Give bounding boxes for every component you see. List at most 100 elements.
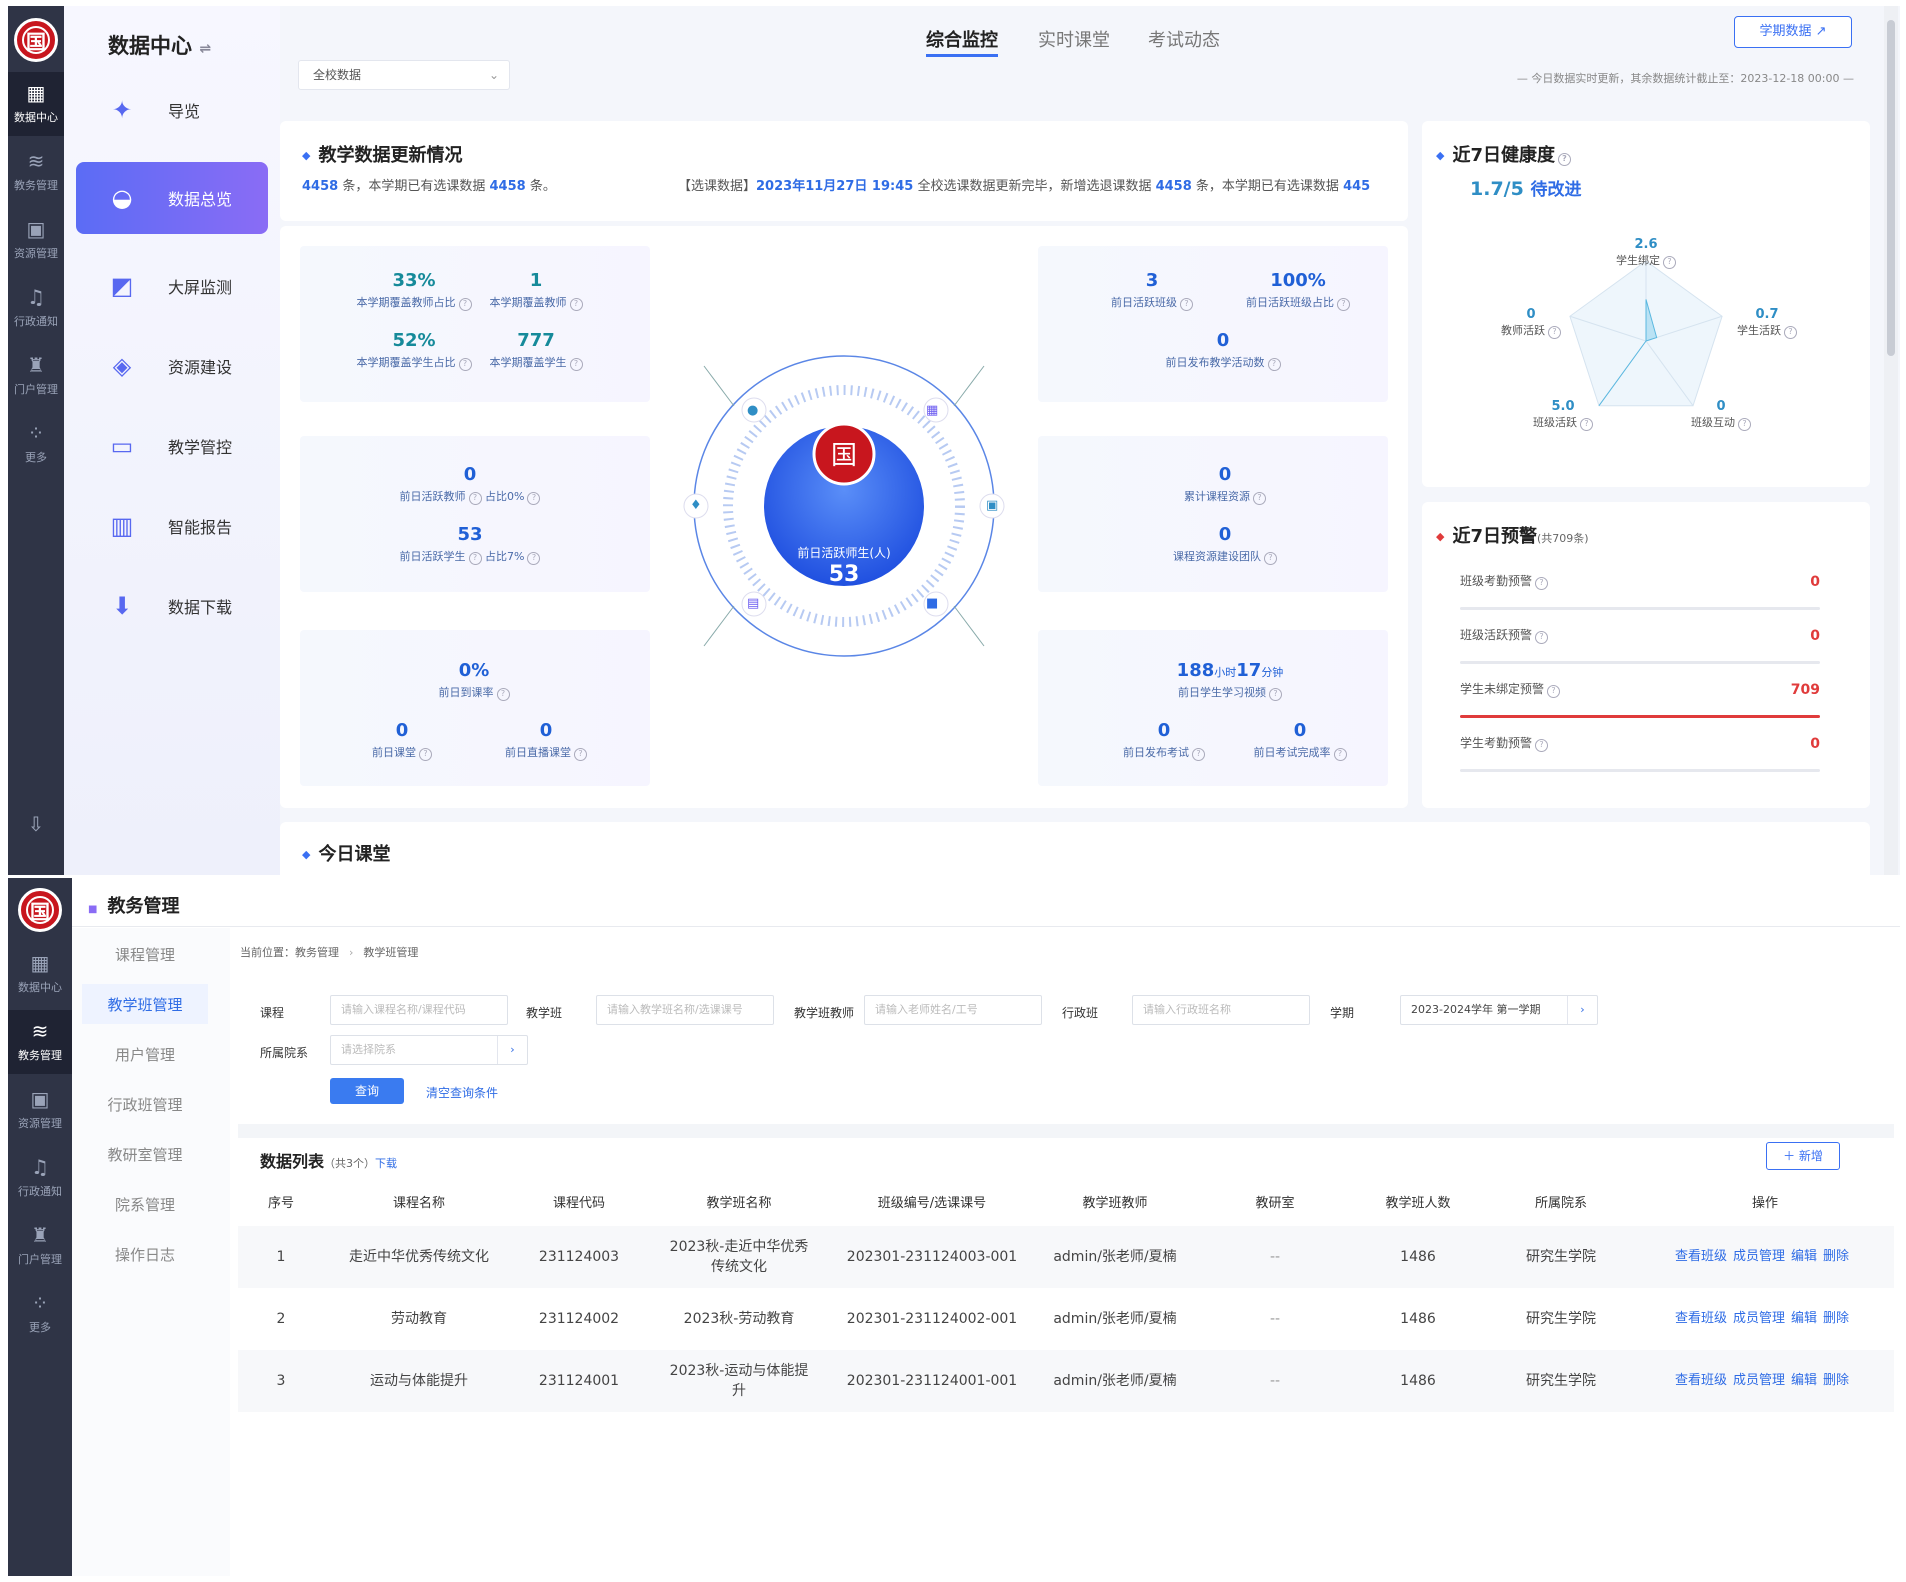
rail-item-resource[interactable]: ▣ 资源管理 — [14, 217, 58, 260]
rail-item-resource[interactable]: ▣ 资源管理 — [18, 1087, 62, 1130]
bell-icon: ♫ — [31, 1155, 49, 1179]
submenu-course[interactable]: 课程管理 — [114, 945, 175, 964]
rail-item-data-center[interactable]: ▦ 数据中心 — [8, 72, 64, 136]
section-gap — [238, 1124, 1894, 1138]
term-select[interactable]: 2023-2024学年 第一学期 › — [1400, 995, 1598, 1025]
delete-link[interactable]: 删除 — [1823, 1311, 1850, 1326]
rail-item-notice[interactable]: ♫ 行政通知 — [18, 1155, 62, 1198]
screen-icon: ▭ — [110, 432, 134, 460]
guide-icon: ✦ — [111, 96, 133, 124]
edit-link[interactable]: 编辑 — [1791, 1373, 1818, 1388]
external-link-icon: ↗ — [1815, 24, 1827, 39]
tab-exam-news[interactable]: 考试动态 — [1148, 30, 1220, 51]
activity-block — [300, 436, 650, 592]
warning-row[interactable]: 班级考勤预警0 — [1460, 572, 1820, 612]
submenu-log[interactable]: 操作日志 — [114, 1245, 175, 1264]
svg-text:国: 国 — [831, 441, 857, 471]
chevron-right-icon: › — [349, 946, 354, 959]
nav-data-download[interactable]: ⬇ 数据下载 — [76, 570, 268, 642]
submenu-teaching-class[interactable]: 教学班管理 — [82, 984, 208, 1024]
box-icon: ▣ — [30, 1087, 50, 1111]
stat-exams: 0 前日发布考试 — [1094, 720, 1234, 761]
classroom-icon: ▦ — [926, 403, 939, 418]
submenu-department[interactable]: 院系管理 — [114, 1195, 175, 1214]
tab-live-class[interactable]: 实时课堂 — [1038, 30, 1110, 51]
coverage-block — [300, 246, 650, 402]
view-class-link[interactable]: 查看班级 — [1674, 1249, 1727, 1264]
bell-icon: ♫ — [27, 285, 45, 309]
rail-item-academic[interactable]: ≋ 教务管理 — [14, 149, 58, 192]
admin-class-input[interactable]: 请输入行政班名称 — [1132, 995, 1310, 1025]
radar-label-teacher-active: 0 教师活跃 — [1486, 307, 1576, 339]
radar-label-class-active: 5.0 班级活跃 — [1518, 399, 1608, 431]
warning-row[interactable]: 班级活跃预警0 — [1460, 626, 1820, 666]
submenu-user[interactable]: 用户管理 — [114, 1045, 175, 1064]
layers-icon: ≋ — [31, 1019, 49, 1043]
message-icon: ▤ — [747, 596, 760, 611]
submenu-research-office[interactable]: 教研室管理 — [107, 1145, 183, 1164]
switch-icon[interactable]: ⇌ — [199, 41, 212, 57]
dept-select[interactable]: 请选择院系 › — [330, 1035, 528, 1065]
scope-select[interactable]: 全校数据 ⌄ — [298, 60, 510, 90]
rail-item-more[interactable]: ⁘ 更多 — [25, 421, 47, 464]
rail-item-academic[interactable]: ≋ 教务管理 — [8, 1010, 72, 1074]
view-class-link[interactable]: 查看班级 — [1674, 1373, 1727, 1388]
query-button[interactable]: 查询 — [330, 1078, 404, 1104]
update-note: — 今日数据实时更新，其余数据统计截止至：2023-12-18 00:00 — — [1516, 72, 1854, 85]
video-exam-block — [1038, 630, 1388, 786]
teacher-input[interactable]: 请输入老师姓名/工号 — [864, 995, 1042, 1025]
report-icon: ▥ — [110, 512, 134, 540]
delete-link[interactable]: 删除 — [1823, 1373, 1850, 1388]
filter-course-label: 课程 — [260, 1006, 285, 1020]
semester-data-button[interactable]: 学期数据 ↗ — [1734, 16, 1852, 48]
rail-item-more[interactable]: ⁘ 更多 — [29, 1291, 51, 1334]
scrollbar-thumb[interactable] — [1887, 20, 1895, 356]
submenu-admin-class[interactable]: 行政班管理 — [107, 1095, 183, 1114]
course-input[interactable]: 请输入课程名称/课程代码 — [330, 995, 508, 1025]
tab-overall-monitor[interactable]: 综合监控 — [926, 26, 998, 57]
nav-resource-build[interactable]: ◈ 资源建设 — [76, 330, 268, 402]
edit-link[interactable]: 编辑 — [1791, 1311, 1818, 1326]
rail-item-data-center[interactable]: ▦ 数据中心 — [18, 951, 62, 994]
rail-item-portal[interactable]: ♜ 门户管理 — [14, 353, 58, 396]
shirt-icon: ♜ — [31, 1223, 49, 1247]
stat-classes: 0 前日课堂 — [332, 720, 472, 761]
col-course-code: 课程代码 — [552, 1196, 605, 1211]
rail-item-notice[interactable]: ♫ 行政通知 — [14, 285, 58, 328]
class-input[interactable]: 请输入教学班名称/选课课号 — [596, 995, 774, 1025]
col-actions: 操作 — [1751, 1196, 1778, 1211]
download-tray-icon[interactable]: ⇩ — [27, 812, 45, 836]
col-teacher: 教学班教师 — [1082, 1196, 1148, 1211]
col-index: 序号 — [267, 1196, 294, 1211]
nav-guide[interactable]: ✦ 导览 — [76, 74, 268, 146]
nav-screen-monitor[interactable]: ◩ 大屏监测 — [76, 250, 268, 322]
nav-teaching-control[interactable]: ▭ 教学管控 — [76, 410, 268, 482]
delete-link[interactable]: 删除 — [1823, 1249, 1850, 1264]
stat-cover-teacher-ratio: 33% 本学期覆盖教师占比 — [344, 270, 484, 311]
nav-overview[interactable]: ◒ 数据总览 — [76, 162, 268, 234]
add-button[interactable]: ＋ 新增 — [1766, 1142, 1840, 1170]
bullet-icon: ■ — [88, 904, 98, 915]
stat-video-time: 188小时17分钟 前日学生学习视频 — [1140, 660, 1320, 701]
member-manage-link[interactable]: 成员管理 — [1732, 1311, 1785, 1326]
member-manage-link[interactable]: 成员管理 — [1732, 1373, 1785, 1388]
row-actions: 查看班级 成员管理 编辑 删除 — [1636, 1226, 1894, 1288]
warning-row[interactable]: 学生考勤预警0 — [1460, 734, 1820, 774]
stat-cover-student: 777 本学期覆盖学生 — [466, 330, 606, 371]
clear-filters-link[interactable]: 清空查询条件 — [426, 1086, 499, 1100]
rail-item-portal[interactable]: ♜ 门户管理 — [18, 1223, 62, 1266]
download-link[interactable]: 下载 — [375, 1157, 398, 1170]
col-research-office: 教研室 — [1255, 1196, 1295, 1211]
edit-link[interactable]: 编辑 — [1791, 1249, 1818, 1264]
nav-smart-report[interactable]: ▥ 智能报告 — [76, 490, 268, 562]
scrollbar[interactable] — [1884, 6, 1898, 875]
col-course-name: 课程名称 — [392, 1196, 445, 1211]
warning-row[interactable]: 学生未绑定预警709 — [1460, 680, 1820, 720]
warning-card: 近7日预警(共709条) 班级考勤预警0 班级活跃预警0 学生未绑定预警709 … — [1422, 502, 1870, 808]
row-actions: 查看班级 成员管理 编辑 删除 — [1636, 1288, 1894, 1350]
case-icon: ▣ — [986, 498, 999, 513]
member-manage-link[interactable]: 成员管理 — [1732, 1249, 1785, 1264]
view-class-link[interactable]: 查看班级 — [1674, 1311, 1727, 1326]
